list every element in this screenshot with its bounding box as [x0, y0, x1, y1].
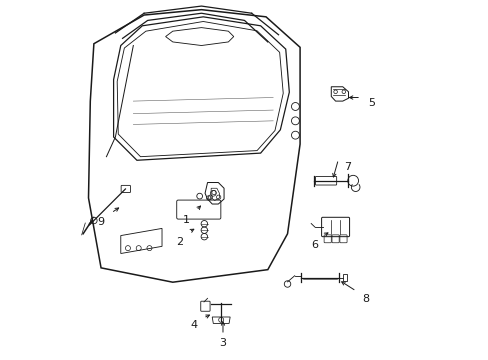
Text: 6: 6	[310, 240, 317, 250]
Text: 9: 9	[97, 217, 103, 227]
Text: 1: 1	[183, 215, 189, 225]
Text: 2: 2	[175, 237, 183, 247]
Text: 3: 3	[219, 338, 226, 348]
Text: 4: 4	[190, 320, 197, 330]
Text: 5: 5	[367, 98, 374, 108]
Text: 8: 8	[362, 294, 368, 304]
Text: 7: 7	[344, 162, 350, 172]
